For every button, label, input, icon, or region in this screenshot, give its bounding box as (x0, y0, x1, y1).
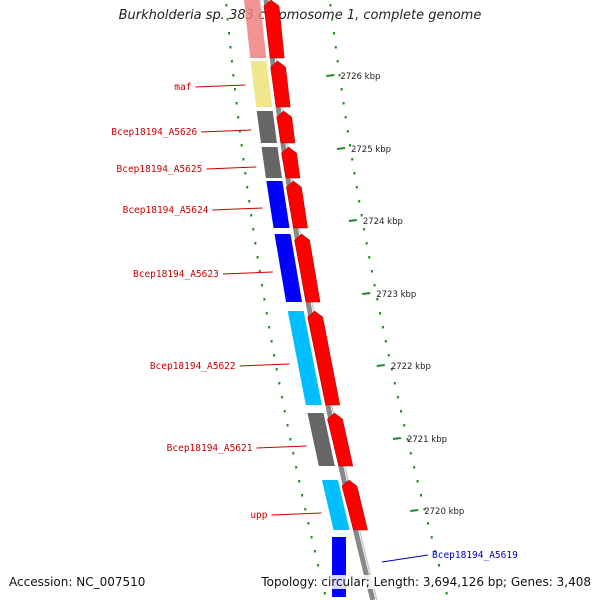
gene-label: Bcep18194_A5623 (133, 269, 219, 280)
tick-label: 2723 kbp (376, 290, 416, 300)
gene-arrow (327, 412, 354, 467)
gene-label: Bcep18194_A5625 (117, 164, 203, 175)
cog-block (287, 311, 322, 405)
gene-arrow (263, 0, 285, 59)
gene-label-leader (271, 512, 322, 516)
gene-label-leader (206, 166, 257, 170)
tick-label: 2722 kbp (391, 362, 431, 372)
tick-label: 2721 kbp (407, 435, 447, 445)
gene-arrow (286, 180, 308, 229)
gene-label-leader (256, 445, 307, 449)
major-tick (326, 74, 335, 77)
major-tick (410, 509, 419, 512)
gene-label: Bcep18194_A5621 (167, 443, 253, 454)
cog-block (274, 234, 303, 302)
gene-label-leader (212, 207, 263, 211)
gene-label-leader (381, 554, 429, 563)
gene-label: Bcep18194_A5624 (123, 205, 209, 216)
cog-block (250, 61, 273, 107)
cog-block (321, 480, 350, 530)
gene-label-leader (195, 84, 246, 88)
gene-label-leader (201, 129, 252, 133)
major-tick (348, 219, 357, 222)
gene-arrow (276, 110, 296, 144)
major-tick (336, 147, 346, 150)
summary-text: Topology: circular; Length: 3,694,126 bp… (261, 575, 591, 589)
gene-label: Bcep18194_A5626 (111, 127, 197, 138)
tick-label: 2724 kbp (363, 217, 403, 227)
tick-label: 2720 kbp (424, 507, 464, 517)
gene-label-leader (222, 271, 273, 275)
cog-block (256, 111, 277, 143)
gene-arrow (307, 310, 341, 406)
cog-block (261, 147, 282, 178)
cog-block (244, 0, 267, 58)
accession-text: Accession: NC_007510 (9, 575, 146, 589)
cog-block (307, 413, 335, 466)
gene-label: Bcep18194_A5619 (432, 550, 518, 561)
gene-arrow (270, 60, 291, 108)
gene-label-leader (239, 363, 290, 367)
gene-arrow (294, 233, 321, 303)
major-tick (392, 437, 402, 440)
gene-label: Bcep18194_A5622 (150, 361, 236, 372)
gene-label: maf (174, 82, 191, 93)
gene-arrow (281, 146, 301, 179)
gene-arrow (341, 479, 368, 531)
map-title: Burkholderia sp. 383 chromosome 1, compl… (118, 8, 482, 23)
major-tick (362, 292, 371, 295)
gene-label: upp (250, 510, 267, 521)
tick-label: 2725 kbp (351, 145, 391, 155)
major-tick (376, 364, 385, 367)
cog-block (266, 181, 290, 228)
tick-label: 2726 kbp (340, 72, 380, 82)
